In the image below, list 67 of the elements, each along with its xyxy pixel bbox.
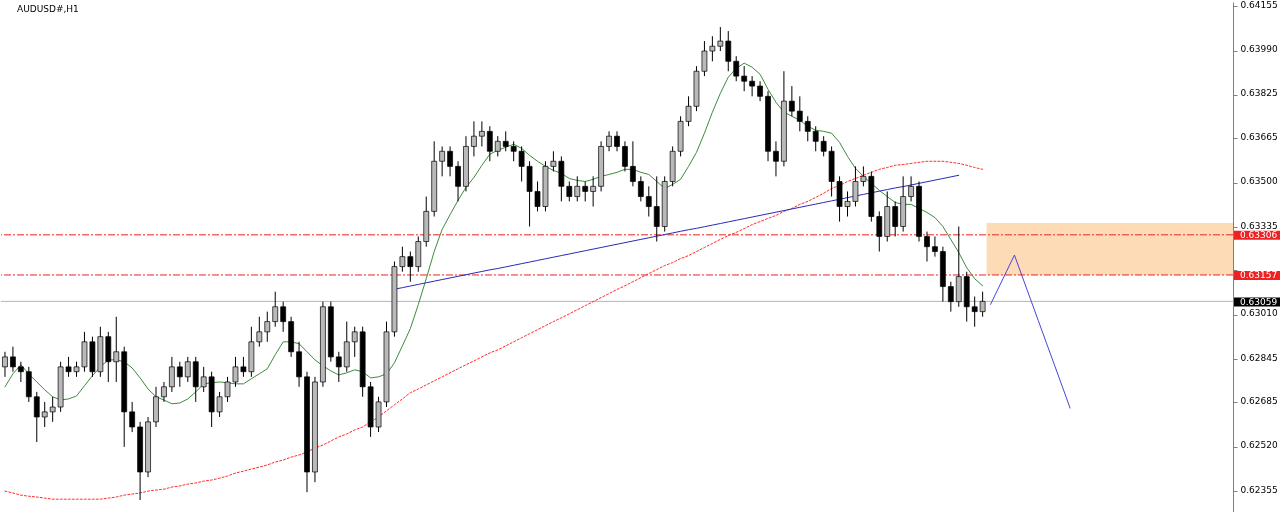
y-tick-label: 0.63335 xyxy=(1240,220,1278,231)
candlestick xyxy=(590,175,596,208)
candlestick xyxy=(804,115,811,142)
candlestick xyxy=(161,381,167,403)
candlestick xyxy=(184,356,191,383)
candlestick xyxy=(789,85,795,117)
y-tick-label: 0.62355 xyxy=(1240,484,1278,495)
candlestick xyxy=(741,65,748,92)
candlestick xyxy=(455,160,461,202)
candlestick xyxy=(725,30,732,72)
chart-title: AUDUSD#,H1 xyxy=(17,4,79,14)
y-tick-label: 0.63010 xyxy=(1240,308,1278,319)
candlestick xyxy=(129,401,135,433)
candlestick xyxy=(638,175,644,202)
candlestick xyxy=(630,140,636,187)
candlestick xyxy=(176,361,183,388)
line-series xyxy=(4,62,984,405)
candlestick xyxy=(773,140,779,177)
candlestick xyxy=(494,135,501,157)
candlestick xyxy=(932,235,938,258)
candlestick xyxy=(645,185,652,217)
candlestick xyxy=(264,311,271,343)
ref-line-label: 0.63157 xyxy=(1240,270,1278,281)
candlestick xyxy=(486,125,493,162)
candlestick xyxy=(908,175,914,202)
line-series xyxy=(4,160,984,500)
candlestick xyxy=(10,346,16,373)
candlestick xyxy=(351,326,358,358)
candlestick xyxy=(479,120,485,147)
candlestick xyxy=(606,130,612,152)
y-tick-label: 0.62845 xyxy=(1240,352,1278,363)
candlestick xyxy=(812,125,819,152)
y-tick-label: 0.64155 xyxy=(1240,0,1278,10)
candlestick xyxy=(471,120,477,157)
candlestick xyxy=(924,231,930,262)
candlestick xyxy=(41,401,48,428)
candlestick xyxy=(502,130,509,152)
candlestick xyxy=(2,351,8,378)
candlestick xyxy=(757,80,763,102)
candlestick xyxy=(439,145,445,177)
candlestick xyxy=(733,55,740,82)
candlestick xyxy=(113,316,120,383)
ref-line-label: 0.63306 xyxy=(1240,230,1278,241)
candlestick xyxy=(892,200,899,237)
ref-line-label: 0.63059 xyxy=(1240,296,1278,307)
candlestick xyxy=(280,301,287,333)
y-tick-label: 0.63500 xyxy=(1240,176,1278,187)
candlestick xyxy=(169,356,175,393)
y-tick-label: 0.62685 xyxy=(1240,395,1278,406)
candlestick xyxy=(574,175,581,202)
y-tick-label: 0.63665 xyxy=(1240,131,1278,142)
candlestick xyxy=(796,95,803,132)
y-tick-label: 0.62520 xyxy=(1240,440,1278,451)
y-tick-label: 0.63825 xyxy=(1240,88,1278,99)
candlestick xyxy=(876,210,883,253)
y-tick-label: 0.63990 xyxy=(1240,44,1278,55)
candlestick xyxy=(653,175,660,243)
candlestick xyxy=(447,145,453,177)
candlestick xyxy=(582,180,589,202)
candlestick xyxy=(947,281,954,313)
candlestick xyxy=(33,391,40,443)
candlestick xyxy=(614,130,620,152)
candlestick xyxy=(622,140,628,172)
candlestick xyxy=(18,361,24,383)
candlestick xyxy=(749,75,755,97)
line-series xyxy=(990,254,1071,409)
candlestick xyxy=(335,351,342,383)
